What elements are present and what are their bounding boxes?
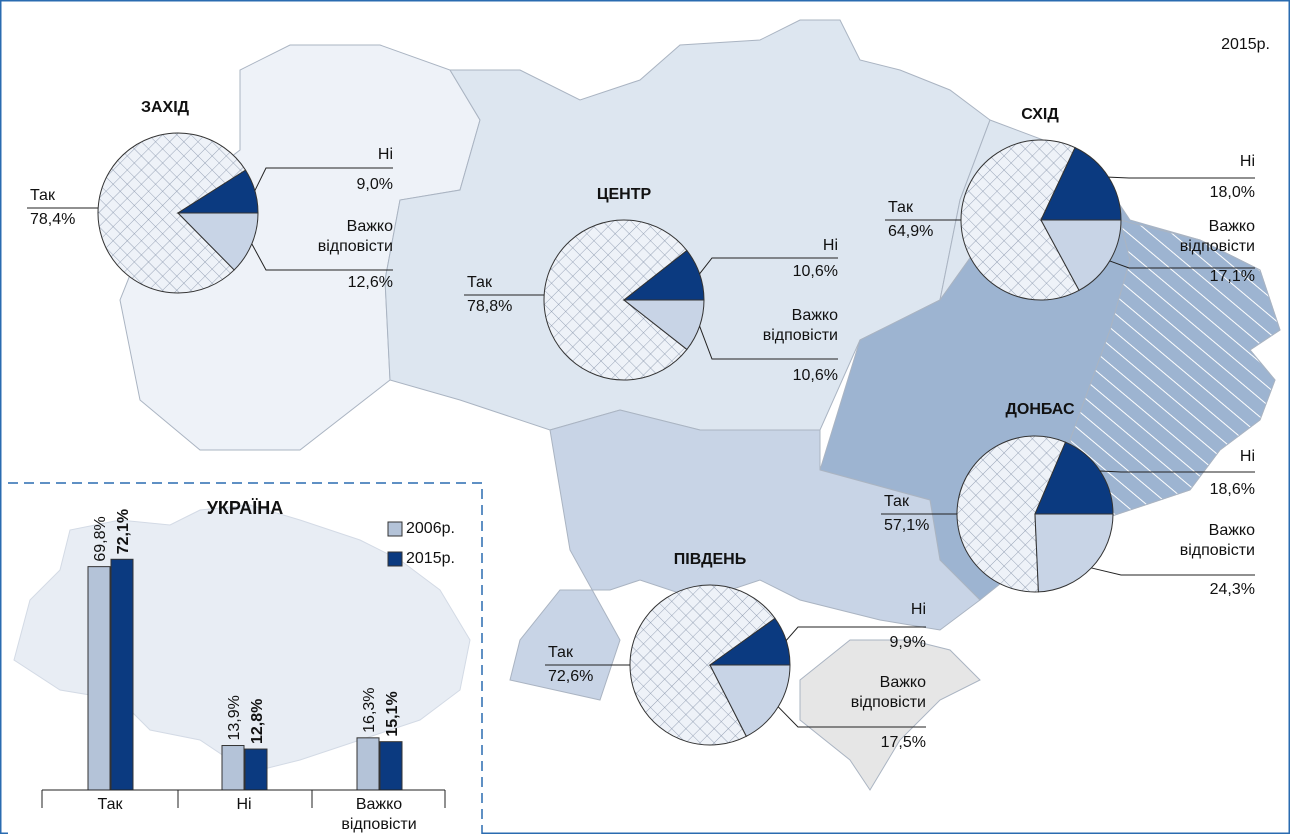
pie-value-label: 24,3% (1209, 581, 1255, 598)
crimea (799, 639, 981, 791)
bar (87, 566, 111, 791)
bar-value-label: 13,9% (226, 695, 243, 740)
year-label: 2015р. (1221, 36, 1270, 53)
pie-value-label: 72,6% (548, 668, 594, 685)
x-tick-label: Важко відповісти (341, 796, 417, 833)
pie-label: Так (548, 644, 573, 661)
pie-slice (1034, 441, 1114, 515)
pie-value-label: 17,5% (880, 734, 926, 751)
x-tick-label: Ні (236, 796, 252, 813)
bar (379, 741, 403, 791)
bar (356, 737, 380, 791)
bar-value-label: 69,8% (92, 516, 109, 561)
x-tick-label: Так (97, 796, 123, 813)
pie-label: Ні (910, 601, 926, 618)
pie-value-label: 17,1% (1209, 268, 1255, 285)
pie-label: Важко відповісти (1179, 218, 1255, 255)
pie-label: Так (884, 493, 909, 510)
pie-label: Важко відповісти (1179, 522, 1255, 559)
leader-line (1108, 176, 1255, 179)
pie-label: Ні (1239, 448, 1255, 465)
legend-label: 2006р. (406, 520, 455, 537)
leader-line (254, 167, 393, 191)
pie-value-label: 10,6% (792, 367, 838, 384)
leader-line (699, 257, 838, 275)
pie-slice (1034, 513, 1114, 593)
pie-title: ДОНБАС (1005, 401, 1075, 418)
pie-label: Так (888, 199, 913, 216)
pie-title: ЦЕНТР (596, 186, 652, 203)
bar (221, 745, 245, 791)
pie-value-label: 78,8% (467, 298, 513, 315)
legend-swatch (387, 551, 403, 567)
legend-label: 2015р. (406, 550, 455, 567)
chart-title: УКРАЇНА (206, 498, 284, 518)
bar (110, 558, 134, 791)
pie-slice (960, 139, 1080, 301)
pie-label: Ні (1239, 153, 1255, 170)
pie-value-label: 57,1% (884, 517, 930, 534)
pie-title: СХІД (1021, 106, 1059, 123)
occupied-area (1069, 219, 1281, 521)
pie-label: Ні (377, 146, 393, 163)
pie-slice (629, 584, 776, 746)
pie-title: ПІВДЕНЬ (673, 551, 747, 568)
leader-line (1100, 470, 1255, 473)
pie-label: Важко відповісти (762, 307, 838, 344)
legend-swatch (387, 521, 403, 537)
bar-value-label: 12,8% (249, 699, 266, 744)
pie-label: Важко відповісти (850, 674, 926, 711)
leader-line (699, 325, 838, 360)
leader-line (785, 626, 926, 641)
pie-slice (176, 212, 259, 271)
pie-value-label: 10,6% (792, 263, 838, 280)
bar (244, 748, 268, 791)
pie-label: Так (30, 187, 55, 204)
pie-value-label: 9,9% (889, 634, 926, 651)
pie-value-label: 18,0% (1209, 184, 1255, 201)
bar-value-label: 15,1% (384, 691, 401, 736)
pie-label: Так (467, 274, 492, 291)
pie-slice (1040, 146, 1122, 221)
pie-slice (543, 219, 688, 381)
pie-label: Важко відповісти (317, 218, 393, 255)
leader-line (777, 706, 926, 728)
pie-label: Ні (822, 237, 838, 254)
pie-value-label: 18,6% (1209, 481, 1255, 498)
bar-value-label: 16,3% (361, 687, 378, 732)
pie-value-label: 12,6% (347, 274, 393, 291)
leader-line (1109, 260, 1255, 269)
leader-line (1091, 567, 1255, 576)
bar-value-label: 72,1% (115, 509, 132, 554)
pie-value-label: 64,9% (888, 223, 934, 240)
pie-slice (956, 435, 1067, 593)
pie-title: ЗАХІД (140, 99, 190, 116)
pie-value-label: 9,0% (356, 176, 393, 193)
region-south (509, 409, 981, 701)
pie-slice (97, 132, 247, 294)
leader-line (251, 243, 393, 271)
pie-value-label: 78,4% (30, 211, 76, 228)
inset-border (8, 482, 483, 834)
